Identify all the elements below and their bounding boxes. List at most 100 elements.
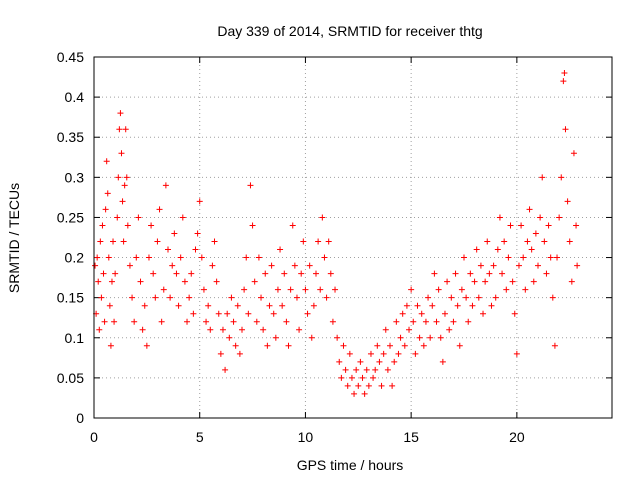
data-point — [461, 254, 467, 261]
data-point — [264, 342, 271, 349]
data-point — [403, 302, 410, 309]
data-point — [325, 238, 332, 245]
data-point — [435, 286, 442, 293]
data-point — [255, 254, 262, 261]
data-point — [526, 206, 533, 213]
data-point — [95, 278, 102, 285]
points-layer — [92, 70, 581, 397]
data-point — [568, 278, 575, 285]
data-point — [348, 374, 355, 381]
data-point — [351, 390, 358, 397]
data-point — [287, 286, 294, 293]
data-point — [103, 158, 110, 165]
data-point — [391, 358, 398, 365]
data-point — [219, 326, 226, 333]
data-point — [98, 294, 105, 301]
data-point — [456, 342, 463, 349]
x-tick-label: 20 — [509, 429, 525, 445]
data-point — [226, 334, 233, 341]
data-point — [102, 206, 109, 213]
data-point — [274, 286, 281, 293]
data-point — [188, 270, 195, 277]
data-point — [471, 278, 478, 285]
data-point — [444, 278, 451, 285]
data-point — [492, 294, 499, 301]
data-point — [207, 326, 214, 333]
data-point — [150, 270, 157, 277]
data-point — [165, 246, 171, 253]
data-point — [535, 262, 541, 269]
data-point — [171, 230, 178, 237]
data-point — [530, 278, 537, 285]
data-point — [296, 326, 303, 333]
data-point — [298, 270, 305, 277]
data-point — [374, 342, 381, 349]
data-point — [152, 294, 159, 301]
data-point — [372, 366, 379, 373]
data-point — [129, 294, 136, 301]
data-point — [99, 222, 106, 229]
data-point — [408, 286, 415, 293]
data-point — [513, 350, 520, 357]
data-point — [124, 222, 131, 229]
data-point — [454, 302, 461, 309]
data-point — [452, 270, 459, 277]
data-point — [100, 270, 107, 277]
data-point — [203, 318, 210, 325]
data-point — [338, 374, 345, 381]
data-point — [228, 294, 235, 301]
data-point — [518, 222, 525, 229]
data-point — [528, 246, 535, 253]
data-point — [566, 238, 573, 245]
data-point — [425, 294, 432, 301]
data-point — [558, 174, 565, 181]
data-point — [554, 254, 561, 261]
data-point — [467, 270, 474, 277]
data-point — [213, 278, 220, 285]
data-point — [501, 238, 508, 245]
data-point — [119, 198, 126, 205]
data-point — [243, 254, 250, 261]
data-point — [433, 318, 440, 325]
data-point — [115, 174, 122, 181]
data-point — [524, 238, 531, 245]
data-point — [175, 302, 182, 309]
y-tick-label: 0.25 — [57, 209, 84, 225]
data-point — [406, 326, 413, 333]
y-axis-label: SRMTID / TECUs — [6, 183, 22, 293]
data-point — [283, 318, 290, 325]
data-point — [509, 278, 516, 285]
chart-title: Day 339 of 2014, SRMTID for receiver tht… — [217, 23, 482, 39]
data-point — [520, 254, 527, 261]
data-point — [488, 302, 495, 309]
y-tick-label: 0.45 — [57, 49, 84, 65]
data-point — [410, 318, 417, 325]
data-point — [551, 342, 558, 349]
data-point — [545, 222, 552, 229]
data-point — [232, 342, 239, 349]
data-point — [359, 374, 366, 381]
data-point — [416, 334, 423, 341]
data-point — [241, 286, 248, 293]
data-point — [156, 206, 163, 213]
data-point — [106, 302, 113, 309]
data-point — [118, 150, 125, 157]
data-point — [285, 342, 292, 349]
data-point — [262, 270, 269, 277]
data-point — [475, 294, 482, 301]
data-point — [477, 262, 484, 269]
data-point — [143, 342, 150, 349]
data-point — [503, 286, 510, 293]
data-point — [384, 366, 391, 373]
data-point — [532, 230, 539, 237]
data-point — [357, 358, 364, 365]
data-point — [139, 326, 146, 333]
data-point — [469, 302, 476, 309]
data-point — [239, 326, 245, 333]
data-point — [355, 382, 362, 389]
data-point — [574, 262, 581, 269]
x-tick-label: 5 — [196, 429, 204, 445]
data-point — [395, 350, 402, 357]
